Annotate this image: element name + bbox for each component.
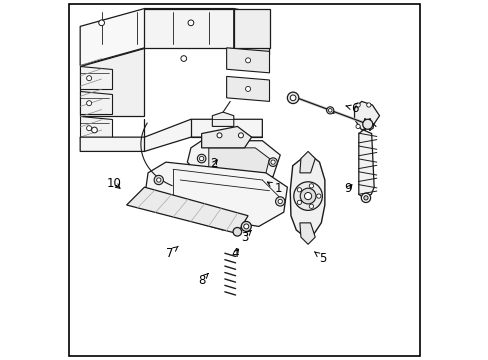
Circle shape — [293, 182, 322, 210]
Circle shape — [188, 20, 193, 26]
Circle shape — [326, 107, 333, 114]
Circle shape — [244, 224, 248, 229]
Circle shape — [99, 20, 104, 26]
Bar — [233, 9, 269, 48]
Circle shape — [268, 158, 277, 166]
Circle shape — [233, 228, 241, 236]
Circle shape — [154, 175, 163, 185]
Circle shape — [278, 199, 282, 203]
Polygon shape — [80, 116, 112, 139]
Polygon shape — [80, 119, 262, 152]
Circle shape — [297, 200, 301, 204]
Polygon shape — [290, 155, 324, 237]
Circle shape — [197, 154, 205, 163]
Circle shape — [304, 193, 311, 200]
Circle shape — [316, 194, 320, 198]
Circle shape — [308, 184, 313, 188]
Polygon shape — [144, 162, 287, 230]
Circle shape — [362, 119, 372, 129]
Circle shape — [217, 133, 222, 138]
Circle shape — [300, 188, 315, 204]
Circle shape — [328, 109, 331, 112]
Polygon shape — [226, 48, 269, 73]
Circle shape — [363, 196, 367, 200]
Circle shape — [275, 197, 285, 206]
Circle shape — [290, 95, 295, 101]
Circle shape — [181, 56, 186, 62]
Circle shape — [86, 126, 91, 131]
Circle shape — [86, 76, 91, 81]
Polygon shape — [208, 148, 269, 173]
Text: 4: 4 — [231, 247, 239, 260]
Polygon shape — [201, 126, 251, 148]
Polygon shape — [226, 76, 269, 102]
Polygon shape — [367, 123, 373, 130]
Circle shape — [245, 58, 250, 63]
Polygon shape — [358, 130, 373, 198]
Polygon shape — [80, 48, 144, 116]
Polygon shape — [233, 9, 269, 55]
Circle shape — [287, 92, 298, 104]
Text: 6: 6 — [345, 102, 358, 115]
Polygon shape — [299, 223, 315, 244]
Circle shape — [361, 193, 370, 203]
Circle shape — [86, 101, 91, 106]
Polygon shape — [80, 66, 112, 89]
Circle shape — [355, 103, 360, 107]
Polygon shape — [299, 152, 315, 173]
Text: 1: 1 — [267, 182, 282, 195]
Polygon shape — [354, 102, 379, 130]
Text: 3: 3 — [240, 230, 251, 244]
Polygon shape — [126, 187, 247, 234]
Polygon shape — [290, 96, 298, 102]
Circle shape — [308, 204, 313, 208]
Circle shape — [270, 160, 275, 164]
Circle shape — [241, 221, 251, 231]
Circle shape — [199, 157, 203, 161]
Polygon shape — [80, 91, 112, 114]
Circle shape — [91, 127, 97, 133]
Polygon shape — [187, 141, 280, 184]
Circle shape — [156, 178, 161, 182]
Text: 8: 8 — [198, 273, 208, 287]
Polygon shape — [80, 9, 233, 66]
Circle shape — [238, 133, 243, 138]
Text: 7: 7 — [165, 246, 178, 260]
Polygon shape — [144, 9, 233, 48]
Polygon shape — [212, 112, 233, 126]
Text: 10: 10 — [106, 177, 122, 190]
Text: 5: 5 — [314, 252, 326, 265]
Text: 9: 9 — [344, 183, 351, 195]
Circle shape — [245, 86, 250, 91]
Text: 2: 2 — [210, 157, 218, 170]
Circle shape — [366, 124, 370, 129]
Circle shape — [366, 103, 370, 107]
Circle shape — [297, 188, 301, 192]
Circle shape — [355, 124, 360, 129]
